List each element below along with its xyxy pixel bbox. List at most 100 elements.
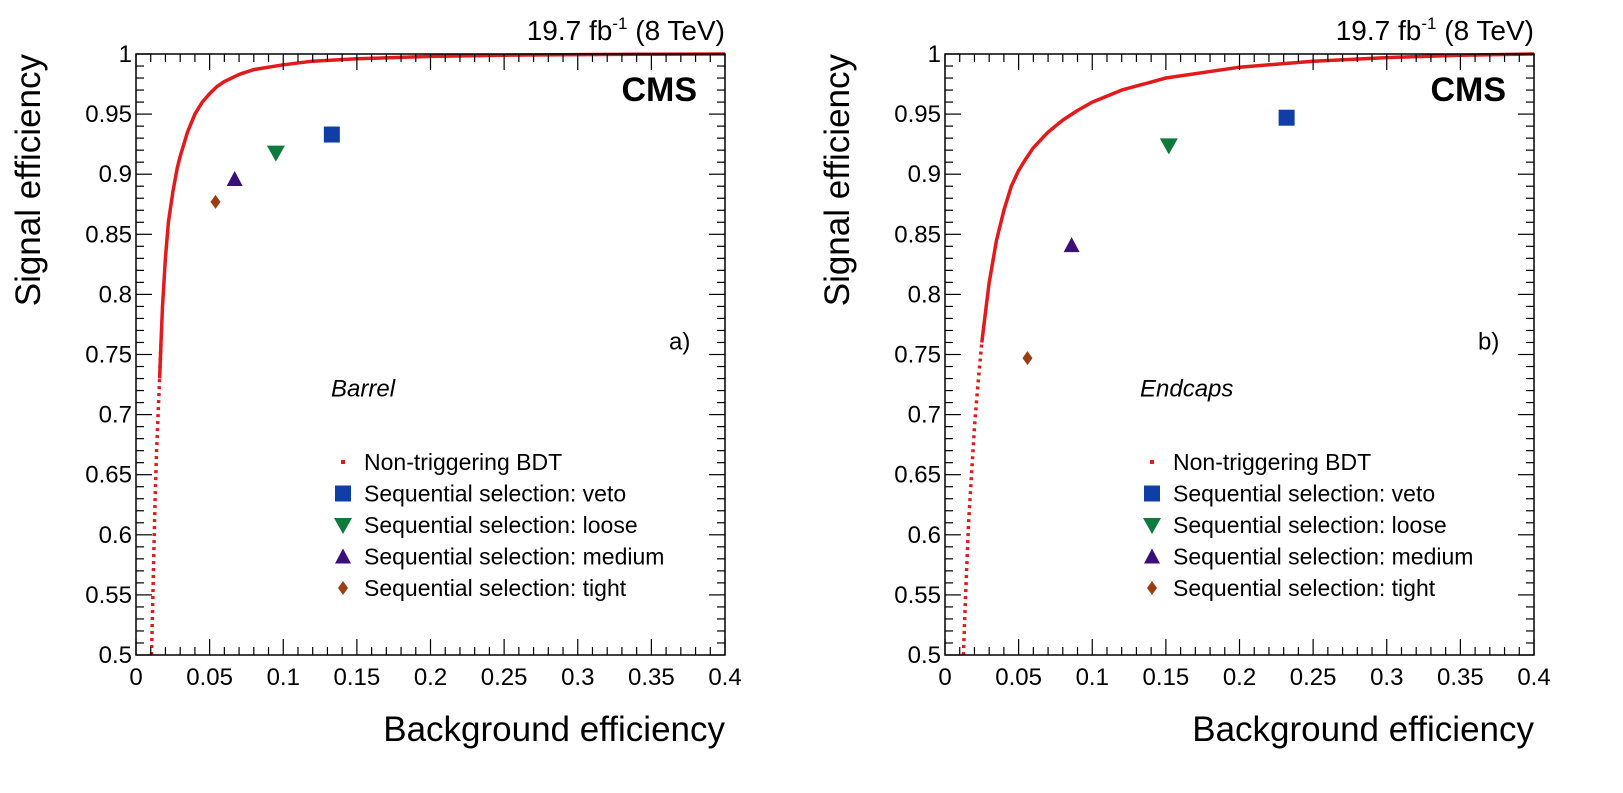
lumi-exponent: -1: [1421, 14, 1436, 33]
legend-marker-bdt: [341, 460, 345, 464]
roc-curve-solid: [157, 52, 726, 379]
series-square: [1278, 109, 1295, 126]
y-tick-label: 0.6: [908, 522, 941, 549]
y-tick-label: 0.55: [894, 582, 941, 609]
x-tick-label: 0.2: [1223, 664, 1256, 691]
x-tick-label: 0.35: [1437, 664, 1484, 691]
energy-label: (8 TeV): [627, 15, 725, 46]
x-axis: 0 0.05 0.1 0.15 0.2 0.25 0.3 0.35 0.4: [938, 54, 1551, 691]
legend-entry: Sequential selection: loose: [364, 512, 638, 538]
y-tick-label: 0.8: [908, 281, 941, 308]
series-triangle-down: [1159, 138, 1178, 155]
legend-entry: Sequential selection: veto: [364, 481, 626, 507]
legend-marker-triangle-up: [1144, 548, 1160, 564]
luminosity-label: 19.7 fb-1 (8 TeV): [1336, 14, 1534, 46]
y-axis-title: Signal efficiency: [818, 54, 857, 307]
chart-panel-b: 0 0.05 0.1 0.15 0.2 0.25 0.3 0.35 0.40.50.550.60…: [818, 14, 1551, 749]
legend-entry: Sequential selection: medium: [364, 544, 664, 570]
series-diamond: [1022, 351, 1033, 366]
lumi-value: 19.7 fb: [527, 15, 613, 46]
y-tick-label: 0.5: [99, 642, 132, 669]
y-tick-label: 0.55: [85, 582, 132, 609]
x-tick-label: 0.4: [708, 664, 741, 691]
y-axis: 0.5 0.55 0.6 0.65 0.7 0.75 0.8 0.85 0.9 0.95 1: [894, 41, 1534, 669]
legend-marker-triangle-down: [334, 518, 352, 534]
data-point-triangle-down: [266, 145, 285, 162]
x-tick-label: 0.1: [1076, 664, 1109, 691]
x-tick-label: 0.15: [334, 664, 381, 691]
legend-entry: Sequential selection: medium: [1173, 544, 1473, 570]
series-triangle-up: [1063, 237, 1080, 253]
series-non-triggering-bdt: [149, 52, 726, 656]
legend-marker-square: [1144, 485, 1160, 502]
series-non-triggering-bdt: [961, 52, 1535, 656]
x-tick-label: 0.1: [267, 664, 300, 691]
legend-entry: Sequential selection: loose: [1173, 512, 1447, 538]
panel-label: a): [669, 329, 690, 356]
x-tick-label: 0.2: [414, 664, 447, 691]
y-axis-title: Signal efficiency: [9, 54, 48, 307]
series-square: [323, 126, 340, 143]
y-tick-label: 1: [928, 41, 941, 68]
roc-curve-dotted: [149, 342, 163, 656]
region-label: Endcaps: [1140, 376, 1233, 403]
panel-label: b): [1478, 329, 1499, 356]
x-tick-label: 0.4: [1517, 664, 1550, 691]
x-axis-title: Background efficiency: [1192, 710, 1534, 749]
chart-panel-a: 0 0.05 0.1 0.15 0.2 0.25 0.3 0.35 0.40.50.550.60…: [9, 14, 742, 749]
legend-marker-square: [335, 485, 351, 502]
x-axis: 0 0.05 0.1 0.15 0.2 0.25 0.3 0.35 0.4: [129, 54, 742, 691]
legend-entry: Non-triggering BDT: [1173, 449, 1371, 475]
legend-entry: Sequential selection: tight: [364, 575, 627, 601]
roc-curve-dotted: [961, 342, 984, 656]
y-tick-label: 0.75: [894, 342, 941, 369]
data-point-triangle-up: [226, 171, 243, 187]
region-label: Barrel: [331, 376, 396, 403]
x-tick-label: 0: [129, 664, 142, 691]
legend-marker-diamond: [338, 581, 348, 595]
luminosity-label: 19.7 fb-1 (8 TeV): [527, 14, 725, 46]
energy-label: (8 TeV): [1436, 15, 1534, 46]
y-tick-label: 0.85: [85, 221, 132, 248]
legend-marker-diamond: [1147, 581, 1157, 595]
experiment-label: CMS: [621, 71, 697, 109]
legend-entry: Sequential selection: tight: [1173, 575, 1436, 601]
y-tick-label: 0.7: [99, 402, 132, 429]
legend: Non-triggering BDT Sequential selection: …: [1143, 449, 1473, 601]
data-point-diamond: [210, 194, 221, 209]
x-tick-label: 0.25: [481, 664, 528, 691]
x-tick-label: 0.15: [1143, 664, 1190, 691]
series-diamond: [210, 194, 221, 209]
y-tick-label: 0.9: [908, 161, 941, 188]
x-tick-label: 0.3: [561, 664, 594, 691]
legend: Non-triggering BDT Sequential selection: …: [334, 449, 664, 601]
y-tick-label: 0.95: [85, 101, 132, 128]
x-tick-label: 0.35: [628, 664, 675, 691]
series-triangle-down: [266, 145, 285, 162]
y-tick-label: 0.9: [99, 161, 132, 188]
y-tick-label: 0.6: [99, 522, 132, 549]
y-tick-label: 0.85: [894, 221, 941, 248]
y-tick-label: 0.65: [894, 462, 941, 489]
data-point-square: [323, 126, 340, 143]
y-tick-label: 0.5: [908, 642, 941, 669]
x-tick-label: 0.05: [995, 664, 1042, 691]
experiment-label: CMS: [1430, 71, 1506, 109]
legend-marker-bdt: [1150, 460, 1154, 464]
y-tick-label: 0.75: [85, 342, 132, 369]
x-tick-label: 0.05: [186, 664, 233, 691]
x-tick-label: 0.3: [1370, 664, 1403, 691]
legend-entry: Sequential selection: veto: [1173, 481, 1435, 507]
legend-marker-triangle-up: [335, 548, 351, 564]
series-triangle-up: [226, 171, 243, 187]
lumi-value: 19.7 fb: [1336, 15, 1422, 46]
data-point-triangle-up: [1063, 237, 1080, 253]
legend-marker-triangle-down: [1143, 518, 1161, 534]
legend-entry: Non-triggering BDT: [364, 449, 562, 475]
x-tick-label: 0.25: [1290, 664, 1337, 691]
y-axis: 0.5 0.55 0.6 0.65 0.7 0.75 0.8 0.85 0.9 0.95 1: [85, 41, 725, 669]
data-point-square: [1278, 109, 1295, 126]
y-tick-label: 1: [119, 41, 132, 68]
